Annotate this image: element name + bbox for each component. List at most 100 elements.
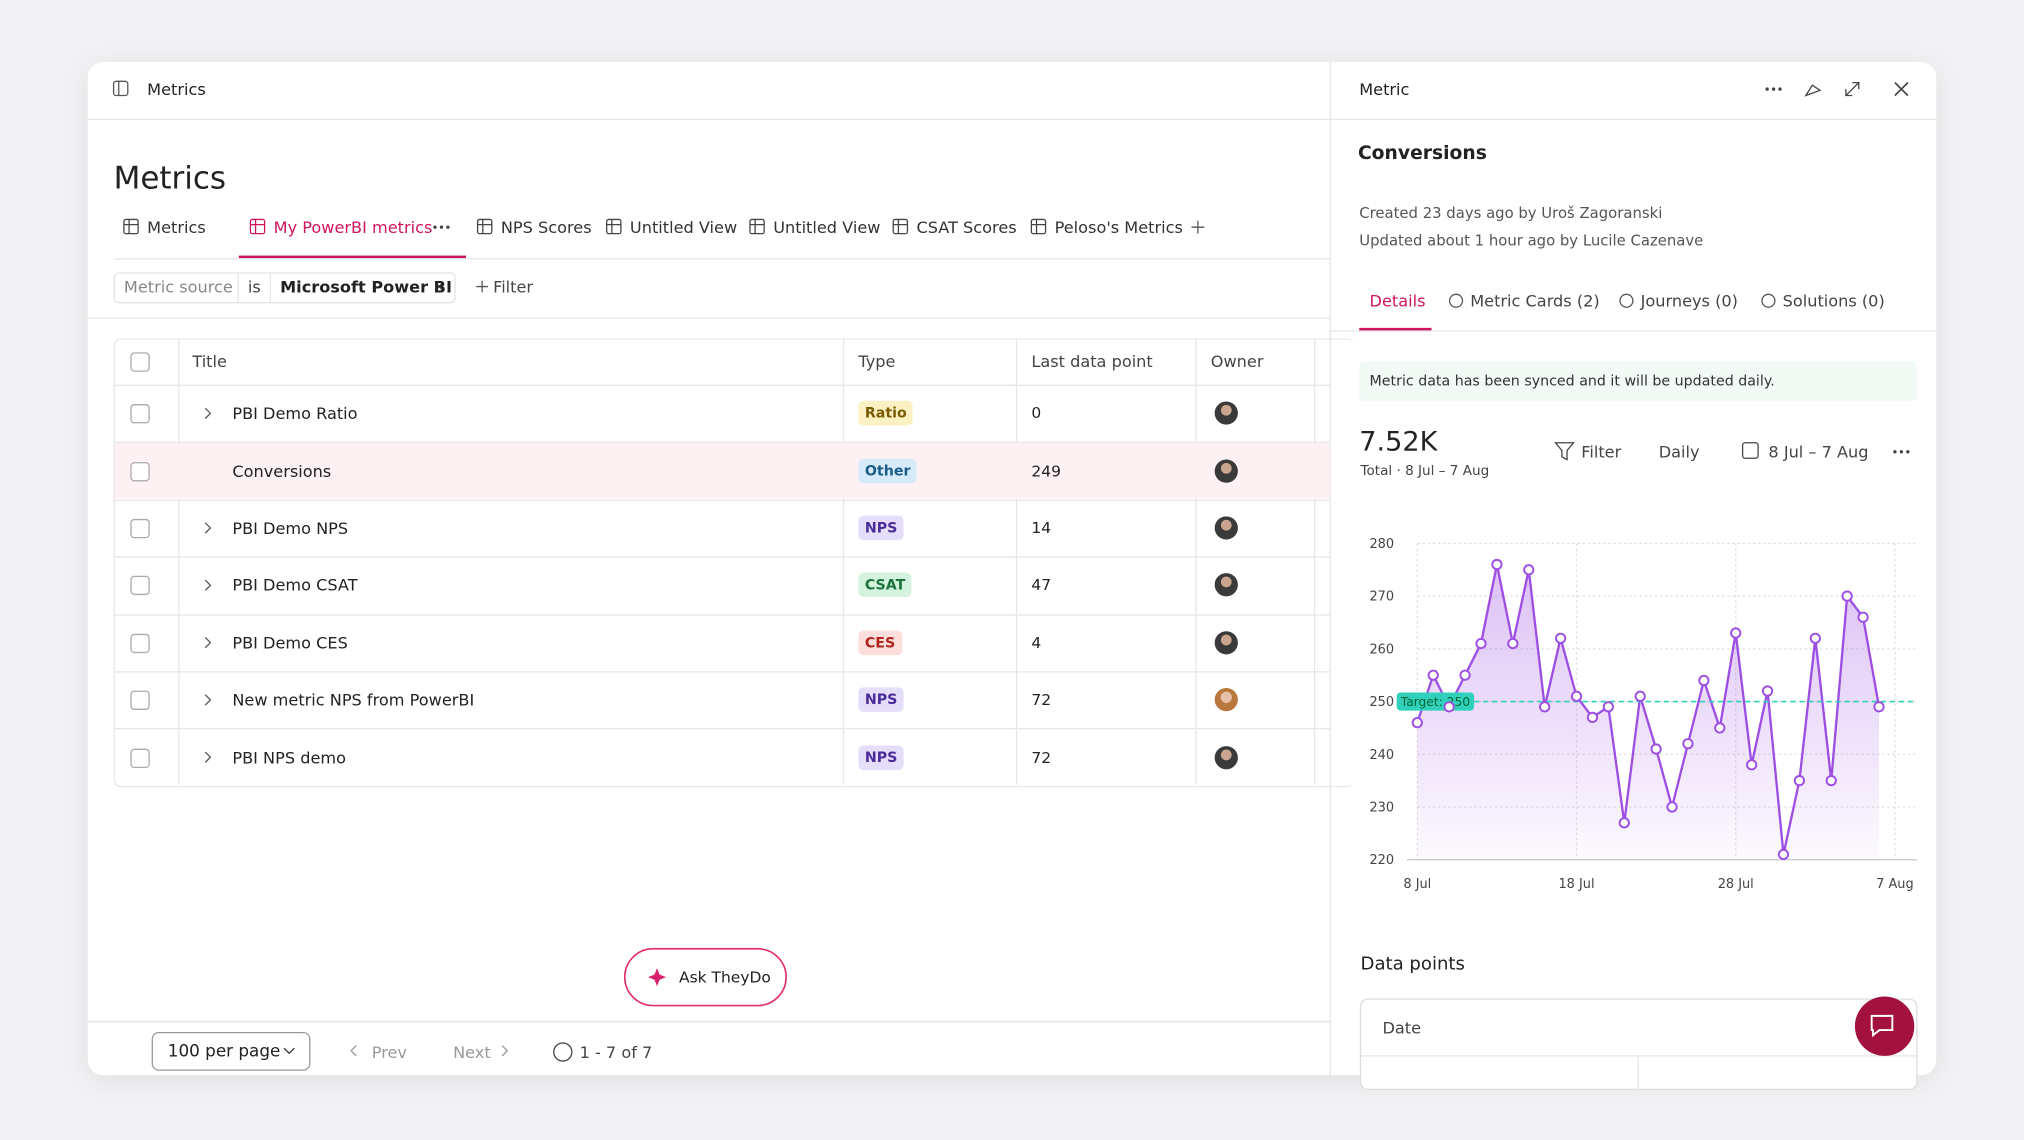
prev[interactable]: Prev [371, 1042, 407, 1062]
checkbox[interactable] [130, 518, 150, 539]
line [1416, 564, 1881, 855]
y-tick-label: 240 [1369, 748, 1394, 763]
row-highlight [114, 443, 1330, 499]
tab-icon [606, 218, 622, 235]
y-tick-label: 250 [1369, 695, 1394, 710]
panel-tab[interactable]: Journeys (0) [1640, 291, 1738, 311]
tab[interactable]: Peloso's Metrics [1054, 217, 1183, 237]
last-data-point: 14 [1031, 518, 1052, 537]
calendar-icon [1741, 442, 1759, 459]
row-border [113, 441, 1330, 444]
per-page-select[interactable] [151, 1032, 311, 1071]
panel-tab[interactable]: Details [1369, 291, 1426, 311]
last-data-point: 72 [1031, 748, 1052, 767]
row-title[interactable]: Conversions [232, 460, 332, 481]
point [1411, 717, 1423, 729]
last-data-point: 4 [1031, 633, 1042, 652]
checkbox[interactable] [130, 690, 150, 711]
panel-tabs-border [1330, 330, 1937, 332]
checkbox[interactable] [130, 576, 150, 596]
row-title[interactable]: PBI NPS demo [232, 747, 346, 767]
filter-operator: is [247, 276, 261, 297]
type-badge: Other [858, 458, 917, 483]
info-box [1359, 361, 1917, 402]
interval[interactable]: Daily [1658, 442, 1700, 462]
tab[interactable]: NPS Scores [500, 217, 592, 237]
point [1650, 743, 1662, 755]
tab-icon [1761, 293, 1776, 308]
metric-title: Conversions [1357, 143, 1487, 164]
checkbox[interactable] [130, 461, 150, 481]
tab-icon [1030, 218, 1047, 235]
panel-tab[interactable]: Metric Cards (2) [1470, 291, 1600, 311]
y-tick-label: 270 [1369, 590, 1394, 605]
ask-label[interactable]: Ask TheyDo [678, 968, 771, 987]
tab-icon-grid [749, 219, 765, 234]
date-range[interactable]: 8 Jul – 7 Aug [1768, 442, 1869, 462]
row-border [113, 499, 1330, 501]
info-text: Metric data has been synced and it will … [1369, 372, 1775, 390]
tab[interactable]: Metrics [147, 217, 206, 237]
type-badge: Ratio [858, 401, 914, 426]
point [1730, 627, 1742, 639]
row-title[interactable]: PBI Demo NPS [232, 518, 349, 538]
row-border [113, 384, 1330, 386]
pager-arrows [350, 1045, 509, 1057]
add-tab[interactable] [1191, 220, 1205, 234]
owner-avatar [1214, 745, 1238, 769]
panel-title: Metric [1359, 79, 1410, 99]
tab[interactable]: Untitled View [629, 217, 738, 237]
row-title[interactable]: PBI Demo CES [232, 632, 348, 653]
point [1586, 711, 1599, 723]
checkbox[interactable] [130, 748, 150, 768]
panel-more[interactable] [1765, 87, 1782, 91]
point [1873, 701, 1885, 713]
tab[interactable]: CSAT Scores [916, 217, 1017, 237]
point [1523, 564, 1535, 576]
checkbox[interactable] [130, 633, 150, 653]
tab-icon [749, 218, 765, 235]
point [1570, 690, 1583, 702]
filter-add[interactable]: Filter [493, 276, 534, 297]
point [1777, 848, 1790, 861]
expand-chevron [204, 694, 212, 706]
expand-chevron [204, 522, 212, 534]
row-title[interactable]: New metric NPS from PowerBI [232, 690, 475, 710]
table-frame [113, 338, 1355, 788]
point [1746, 759, 1758, 771]
sparkle [647, 968, 667, 987]
tab[interactable]: Untitled View [773, 217, 881, 237]
data-points-title: Data points [1360, 953, 1465, 975]
per-page[interactable]: 100 per page [167, 1042, 281, 1062]
point [1809, 632, 1821, 644]
panel-tab[interactable]: Solutions (0) [1782, 291, 1885, 311]
checkbox[interactable] [130, 352, 150, 372]
sidebar-icon[interactable] [112, 80, 129, 97]
tab-icon [249, 218, 266, 235]
tab-icon [1448, 293, 1464, 308]
expand-icon[interactable] [1845, 81, 1860, 97]
chart-filter[interactable]: Filter [1581, 442, 1622, 462]
next[interactable]: Next [453, 1042, 491, 1062]
checkbox[interactable] [130, 404, 150, 424]
row-title[interactable]: PBI Demo Ratio [232, 403, 358, 423]
tab-icon [1619, 293, 1634, 308]
header-title: Metrics [147, 79, 206, 99]
chart-more[interactable] [1893, 450, 1910, 454]
close-icon[interactable] [1894, 82, 1909, 97]
point [1634, 690, 1646, 702]
dot [439, 225, 444, 229]
tab-icon-grid [250, 219, 265, 234]
expand-chevron [204, 407, 212, 419]
ask-button[interactable] [623, 947, 787, 1007]
y-tick-label: 220 [1369, 853, 1394, 868]
point [1491, 558, 1503, 571]
share-icon[interactable] [1804, 84, 1822, 97]
row-title[interactable]: PBI Demo CSAT [232, 575, 358, 595]
tab[interactable]: My PowerBI metrics [273, 217, 433, 237]
owner-avatar [1214, 401, 1238, 425]
chat-button[interactable] [1854, 996, 1915, 1056]
count-icon [553, 1042, 573, 1062]
